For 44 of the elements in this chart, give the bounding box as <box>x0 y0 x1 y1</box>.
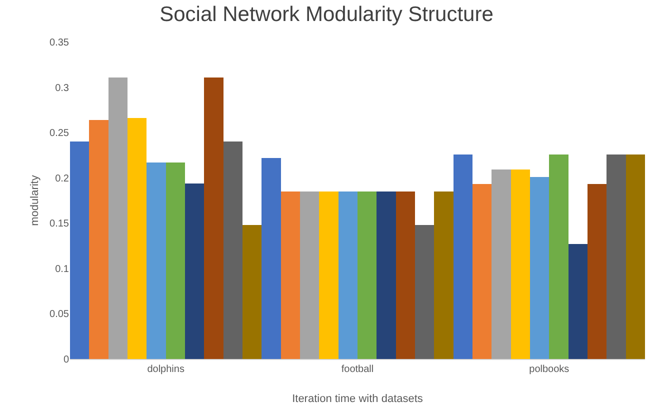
bar <box>376 191 396 359</box>
bar <box>146 162 166 359</box>
bar <box>358 191 377 359</box>
bar <box>434 191 454 359</box>
y-tick-label: 0.3 <box>55 82 70 94</box>
bar <box>606 154 626 359</box>
y-tick-label: 0 <box>63 354 70 366</box>
bar <box>166 162 185 359</box>
bar <box>415 224 434 359</box>
x-axis-title: Iteration time with datasets <box>292 393 424 405</box>
y-tick-label: 0.05 <box>50 309 70 320</box>
bar <box>262 158 281 359</box>
bar <box>300 191 320 359</box>
bar <box>128 118 147 359</box>
bar <box>242 224 262 359</box>
y-tick-label: 0.1 <box>55 264 70 275</box>
y-tick-label: 0.25 <box>50 128 70 140</box>
bar <box>492 170 511 359</box>
bar <box>588 184 607 359</box>
bar <box>549 154 568 359</box>
bar <box>626 154 645 359</box>
bar <box>472 184 492 359</box>
bar <box>396 191 415 359</box>
y-tick-label: 0.2 <box>55 173 70 184</box>
bar <box>453 154 472 359</box>
bar <box>70 142 90 359</box>
bar <box>338 191 358 359</box>
bar <box>568 244 588 359</box>
x-tick-label: polbooks <box>529 364 570 375</box>
bar <box>510 170 530 359</box>
y-tick-label: 0.15 <box>50 218 70 230</box>
bar <box>223 142 242 359</box>
bar <box>108 77 128 359</box>
bar <box>185 183 204 359</box>
x-tick-label: football <box>341 364 374 375</box>
bar <box>204 77 224 359</box>
y-tick-label: 0.35 <box>50 38 70 48</box>
y-axis-title: modularity <box>29 174 41 226</box>
bar <box>530 176 550 359</box>
chart-title: Social Network Modularity Structure <box>160 2 494 26</box>
x-tick-label: dolphins <box>147 364 184 375</box>
bar <box>280 191 300 359</box>
bar <box>89 120 108 359</box>
bar <box>319 191 338 359</box>
